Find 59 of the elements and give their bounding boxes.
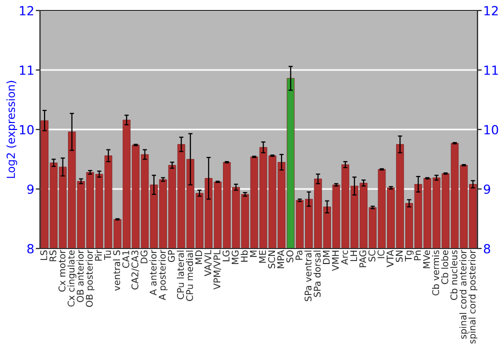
x-tick-label: SO	[286, 250, 294, 262]
x-tick-label: Cx motor	[58, 250, 66, 292]
x-tick-label: CA1	[122, 250, 130, 268]
y-axis-title: Log2 (expression)	[6, 80, 18, 178]
x-tick-label: CPu lateral	[176, 250, 184, 300]
x-tick-label: Cb nucleus	[450, 250, 458, 300]
y2-tick-label: 8	[484, 244, 490, 254]
x-tick-label: DG	[140, 250, 148, 264]
x-tick-label: SN	[396, 250, 403, 262]
x-tick-label: Pir	[94, 250, 102, 261]
x-tick-label: GP	[168, 250, 175, 262]
x-tick-label: LS	[40, 250, 48, 260]
x-tick-label: SPa ventral	[304, 250, 312, 302]
x-tick-label: IC	[378, 250, 384, 258]
x-tick-label: LH	[350, 250, 357, 261]
y-tick-label: 11	[20, 66, 34, 75]
x-tick-label: Pa	[296, 250, 302, 260]
x-tick-label: A posterior	[158, 250, 168, 300]
x-tick-label: Cb lobe	[441, 250, 448, 284]
x-tick-label: SC	[368, 250, 376, 262]
y-tick-label: 8	[27, 244, 34, 254]
x-tick-label: DM	[322, 250, 330, 264]
y2-tick-label: 9	[484, 184, 490, 194]
x-tick-label: spinal cord anterior	[459, 250, 468, 339]
y2-tick-label: 11	[484, 66, 498, 75]
y-tick-label: 12	[20, 6, 34, 16]
y2-tick-label: 12	[484, 6, 498, 16]
x-tick-label: Tu	[104, 250, 112, 260]
x-tick-label: VMH	[332, 250, 339, 271]
x-tick-label: MD	[195, 250, 202, 264]
x-tick-label: Pn	[414, 250, 421, 260]
y2-tick-label: 10	[484, 124, 498, 134]
x-tick-label: SCN	[268, 250, 276, 268]
x-tick-label: LG	[222, 250, 230, 262]
x-tick-label: CA2/CA3	[131, 250, 140, 290]
x-tick-label: MPA	[277, 250, 284, 268]
y-tick-label: 9	[27, 184, 34, 194]
x-tick-label: Hb	[240, 250, 248, 262]
x-tick-label: Tg	[404, 250, 414, 262]
x-tick-label: A anterior	[149, 250, 157, 296]
x-tick-label: Arc	[341, 250, 348, 265]
x-tick-label: VTA	[386, 250, 394, 268]
x-tick-label: ventral S	[113, 250, 120, 291]
x-tick-label: spinal cord posterior	[468, 250, 478, 344]
x-tick-label: CPu medial	[186, 250, 194, 301]
x-tick-label: MG	[232, 250, 239, 264]
x-tick-label: ME	[259, 250, 266, 263]
x-tick-label: RS	[49, 250, 56, 262]
x-tick-label: PAG	[359, 250, 366, 268]
x-tick-label: Cb vermis	[432, 250, 440, 296]
x-tick-label: MVe	[423, 250, 430, 268]
x-tick-label: VPM/VPL	[214, 250, 222, 290]
x-tick-label: OB anterior	[76, 250, 84, 302]
x-tick-label: SPa dorsal	[314, 250, 321, 297]
x-tick-label: OB posterior	[86, 250, 95, 307]
x-tick-label: VA/VL	[204, 250, 212, 276]
y-tick-label: 10	[20, 124, 34, 134]
x-tick-label: M	[250, 250, 257, 257]
x-tick-label: Cx cingulate	[67, 250, 76, 307]
